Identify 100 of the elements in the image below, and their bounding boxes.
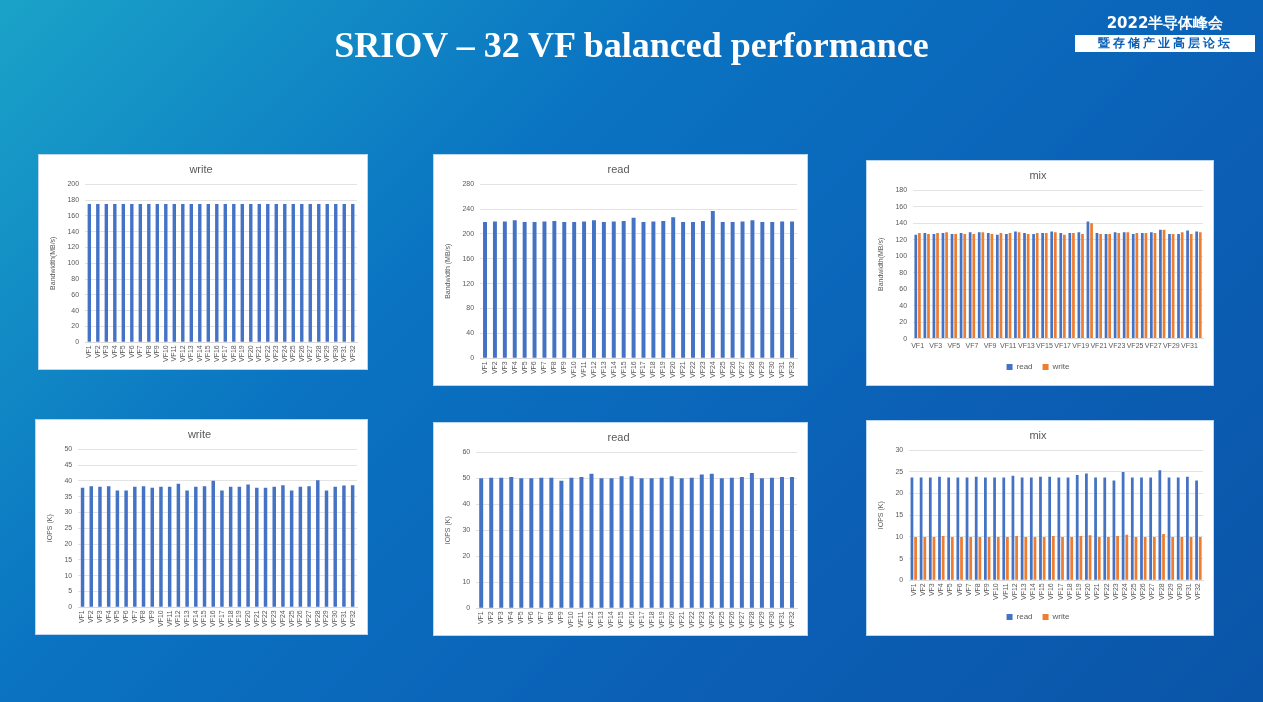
bar — [1116, 536, 1119, 580]
bar — [1035, 233, 1039, 339]
bar — [1026, 233, 1030, 339]
bar — [1143, 536, 1147, 580]
bar — [709, 473, 714, 608]
bar — [1014, 231, 1017, 339]
bar — [185, 490, 189, 607]
text: SRIOV – 32 VF balanced performance — [334, 25, 929, 65]
bar — [307, 486, 311, 607]
bar — [769, 477, 774, 608]
bar — [927, 233, 930, 339]
bar — [1189, 233, 1193, 339]
bar — [1122, 232, 1126, 339]
bar — [1168, 233, 1171, 339]
bar — [246, 484, 250, 607]
bar — [993, 477, 996, 580]
bar — [977, 232, 981, 339]
bar — [1063, 234, 1066, 339]
bar — [1125, 534, 1129, 580]
bar — [1039, 476, 1042, 580]
bar — [1130, 477, 1134, 580]
bar — [1072, 233, 1075, 339]
chart-title: read — [607, 430, 630, 443]
bar — [1159, 229, 1162, 339]
text: 2022半导体峰会 — [1105, 14, 1225, 33]
bar — [1094, 477, 1097, 580]
bar — [619, 476, 624, 608]
legend-label: write — [1051, 362, 1070, 372]
legend-label: read — [1016, 612, 1033, 622]
bar — [529, 478, 534, 608]
bar — [281, 485, 285, 607]
bar — [1149, 477, 1153, 580]
bar — [968, 232, 972, 339]
bar — [194, 486, 198, 607]
bar — [923, 233, 927, 339]
bar — [1006, 536, 1009, 580]
bar — [956, 477, 960, 580]
bar — [984, 477, 987, 580]
bar — [928, 477, 932, 580]
bar — [981, 232, 985, 339]
bar — [1198, 232, 1202, 339]
bar — [1075, 474, 1079, 580]
bar — [1140, 477, 1143, 580]
bar — [1152, 536, 1156, 580]
bar — [159, 486, 163, 607]
bar — [1107, 536, 1110, 580]
bar — [945, 232, 948, 339]
bar — [963, 233, 967, 339]
bar — [1108, 233, 1112, 339]
bar — [1032, 233, 1035, 339]
bar — [579, 476, 584, 608]
bar — [1029, 477, 1033, 580]
bar — [1024, 536, 1028, 580]
bar — [1044, 233, 1048, 339]
bar — [599, 478, 604, 608]
bar — [1023, 233, 1026, 339]
chart-title: write — [188, 162, 213, 175]
bar — [1015, 536, 1018, 580]
bar — [649, 478, 654, 608]
bar — [1126, 232, 1130, 339]
bar — [1186, 476, 1189, 580]
bar — [669, 476, 674, 608]
bar — [679, 478, 684, 608]
bar — [342, 485, 346, 607]
chart-title: write — [186, 427, 212, 440]
bar — [1061, 536, 1064, 580]
bar — [1198, 536, 1202, 580]
bar — [1158, 470, 1162, 580]
bar — [1070, 536, 1074, 580]
bar — [133, 486, 137, 607]
bar — [1180, 232, 1184, 339]
bar — [1103, 477, 1107, 580]
bar — [996, 536, 1000, 580]
bar — [914, 234, 918, 339]
bar — [489, 477, 494, 608]
chart-title: read — [607, 162, 630, 175]
bar — [1002, 477, 1006, 580]
bar — [729, 477, 734, 608]
bar — [960, 536, 963, 580]
bar — [519, 478, 524, 608]
bar — [98, 486, 102, 607]
bar — [211, 480, 215, 607]
bar — [272, 486, 276, 607]
bar — [1005, 233, 1008, 339]
legend-label: read — [1016, 362, 1033, 372]
bar — [972, 233, 976, 339]
bar — [1068, 233, 1072, 339]
bar — [914, 536, 917, 580]
bar — [1048, 476, 1052, 580]
bar — [986, 233, 990, 339]
bar — [919, 477, 923, 580]
bar — [639, 478, 644, 608]
bar — [779, 476, 784, 608]
bar — [509, 476, 514, 608]
bar — [789, 476, 794, 608]
bar — [1051, 536, 1055, 580]
bar — [629, 476, 634, 608]
bar — [499, 477, 504, 608]
text: 暨存储产业高层论坛 — [1075, 35, 1255, 52]
legend-label: write — [1051, 612, 1070, 622]
